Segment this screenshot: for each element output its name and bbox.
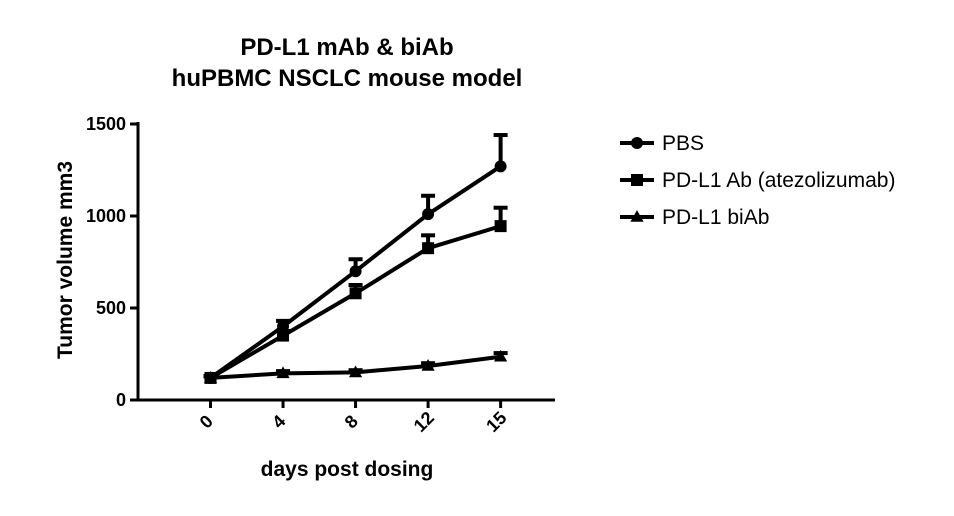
axes: 0 500 1000 1500 0 4 8 12 15 xyxy=(86,114,555,436)
x-axis-label: days post dosing xyxy=(261,458,434,481)
legend-marker xyxy=(630,210,644,222)
x-tick-label: 12 xyxy=(410,408,438,436)
legend-marker xyxy=(631,174,643,186)
legend-label: PD-L1 Ab (atezolizumab) xyxy=(662,169,895,192)
data-point xyxy=(422,208,435,221)
series-layer xyxy=(203,133,508,384)
data-point xyxy=(277,329,290,342)
series-3 xyxy=(203,349,508,383)
y-tick-label: 0 xyxy=(116,390,126,410)
legend-marker xyxy=(631,137,643,149)
y-tick-label: 500 xyxy=(96,298,126,318)
data-point xyxy=(494,160,507,173)
chart-title-line-1: PD-L1 mAb & biAb xyxy=(240,34,453,61)
y-tick-label: 1000 xyxy=(86,206,126,226)
legend-label: PBS xyxy=(662,132,704,155)
data-point xyxy=(348,365,363,378)
legend: PBS PD-L1 Ab (atezolizumab) PD-L1 biAb xyxy=(620,132,895,229)
data-point xyxy=(349,287,362,300)
series-1 xyxy=(203,133,508,384)
chart-title-line-2: huPBMC NSCLC mouse model xyxy=(172,65,523,92)
y-axis-label: Tumor volume mm3 xyxy=(54,161,77,359)
data-point xyxy=(276,366,290,379)
data-point xyxy=(422,242,435,255)
x-tick-label: 15 xyxy=(482,408,510,436)
data-point xyxy=(421,359,435,371)
series-2 xyxy=(203,205,508,384)
data-point xyxy=(349,265,362,278)
legend-entry-2: PD-L1 Ab (atezolizumab) xyxy=(620,169,895,192)
legend-entry-1: PBS xyxy=(620,132,704,155)
data-point xyxy=(494,349,508,362)
x-tick-label: 8 xyxy=(341,411,362,432)
legend-entry-3: PD-L1 biAb xyxy=(620,206,769,229)
data-point xyxy=(203,371,218,383)
x-tick-label: 4 xyxy=(268,411,289,432)
series-line xyxy=(209,224,502,380)
x-tick-label: 0 xyxy=(196,411,217,432)
legend-label: PD-L1 biAb xyxy=(662,206,769,229)
data-point xyxy=(494,220,507,233)
y-tick-label: 1500 xyxy=(86,114,126,134)
